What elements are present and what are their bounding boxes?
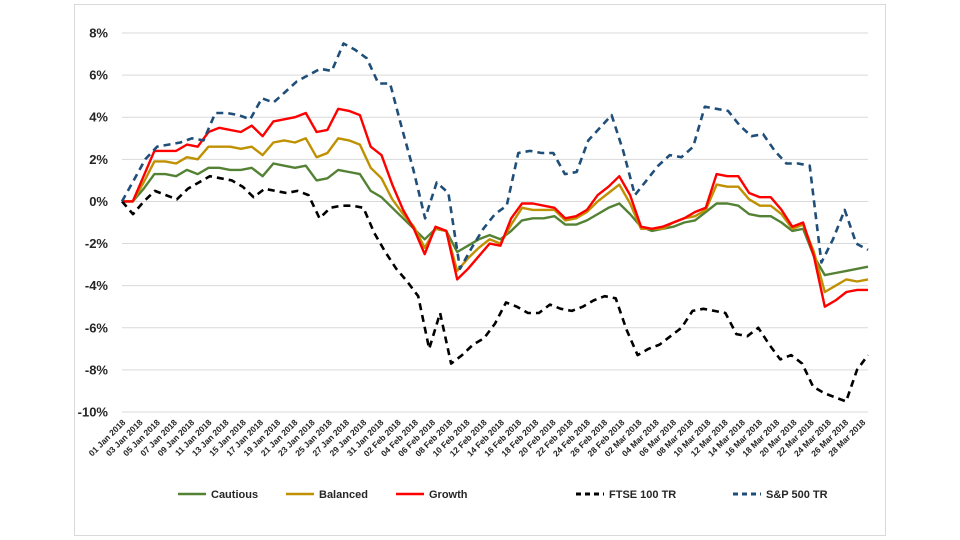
series-line-balanced <box>122 137 869 294</box>
y-tick-label: -4% <box>85 278 109 293</box>
y-tick-label: -8% <box>85 362 109 377</box>
gridlines <box>122 32 868 413</box>
legend-label: Growth <box>429 489 468 501</box>
y-tick-label: -10% <box>78 405 109 420</box>
legend-label: FTSE 100 TR <box>609 489 676 501</box>
y-tick-label: 2% <box>89 152 108 167</box>
y-tick-label: -6% <box>85 320 109 335</box>
y-tick-label: 8% <box>89 26 108 41</box>
y-tick-label: 0% <box>89 194 108 209</box>
legend-label: Balanced <box>319 489 368 501</box>
series-line-growth <box>122 107 868 308</box>
legend: Cautious Balanced Growth FTSE 100 TR S&P 500… <box>178 489 828 501</box>
y-axis-ticks: 8% 6% 4% 2% 0% -2% -4% -6% -8% -10% <box>78 26 109 420</box>
series-line-s-p-500-tr <box>120 42 869 271</box>
y-tick-label: 6% <box>89 68 108 83</box>
legend-label: S&P 500 TR <box>766 489 828 501</box>
series-lines <box>120 42 870 403</box>
y-tick-label: -2% <box>85 236 109 251</box>
legend-label: Cautious <box>211 489 258 501</box>
chart-frame <box>74 4 886 536</box>
series-line-ftse-100-tr <box>121 174 870 403</box>
y-tick-label: 4% <box>89 110 108 125</box>
series-line-cautious <box>122 162 869 277</box>
